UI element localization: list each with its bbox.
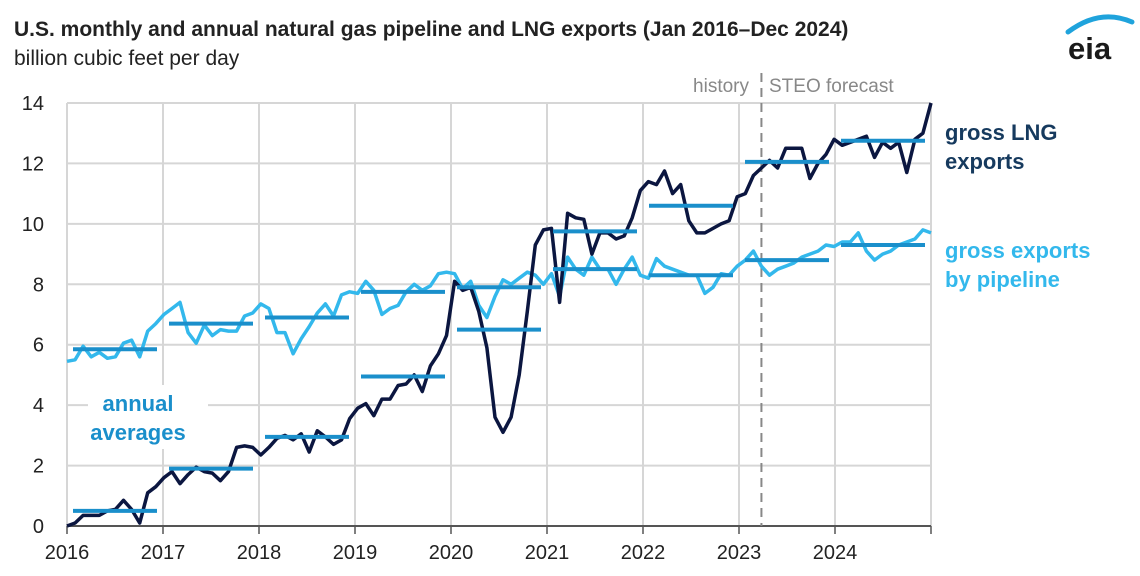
x-tick-label: 2016 [45, 542, 90, 564]
gridlines [66, 73, 932, 534]
x-tick-label: 2022 [621, 542, 666, 564]
legend-pipeline-line2: by pipeline [945, 267, 1060, 292]
x-tick-label: 2024 [813, 542, 858, 564]
annual-label-bg [88, 385, 208, 449]
y-tick-label: 10 [22, 214, 44, 236]
y-tick-label: 14 [22, 93, 44, 115]
forecast-label: STEO forecast [769, 76, 894, 97]
lng-exports-line [66, 102, 933, 528]
history-label: history [693, 76, 749, 97]
x-tick-label: 2021 [525, 542, 570, 564]
chart-marks [66, 102, 933, 528]
legend-lng-line2: exports [945, 149, 1024, 174]
y-tick-label: 6 [33, 335, 44, 357]
annual-averages-label-line1: annual [103, 391, 174, 416]
legend-pipeline-line1: gross exports [945, 238, 1091, 263]
tick-labels: 0 2 4 6 8 10 12 14 2016 2017 2018 2019 2020 2021 2022 2… [22, 93, 858, 564]
legend-lng-line1: gross LNG [945, 120, 1057, 145]
chart-subtitle: billion cubic feet per day [14, 47, 240, 70]
x-tick-label: 2017 [141, 542, 186, 564]
y-tick-label: 2 [33, 456, 44, 478]
y-tick-label: 8 [33, 274, 44, 296]
y-tick-label: 12 [22, 153, 44, 175]
y-tick-label: 4 [33, 395, 44, 417]
eia-logo: eia [1065, 14, 1135, 66]
y-tick-label: 0 [33, 516, 44, 538]
pipeline-exports-line [66, 228, 932, 364]
svg-text:eia: eia [1068, 31, 1112, 66]
chart-title: U.S. monthly and annual natural gas pipe… [14, 18, 849, 41]
x-tick-label: 2020 [429, 542, 474, 564]
x-tick-label: 2023 [717, 542, 762, 564]
annual-averages-label-line2: averages [90, 420, 185, 445]
x-tick-label: 2019 [333, 542, 378, 564]
x-tick-label: 2018 [237, 542, 282, 564]
